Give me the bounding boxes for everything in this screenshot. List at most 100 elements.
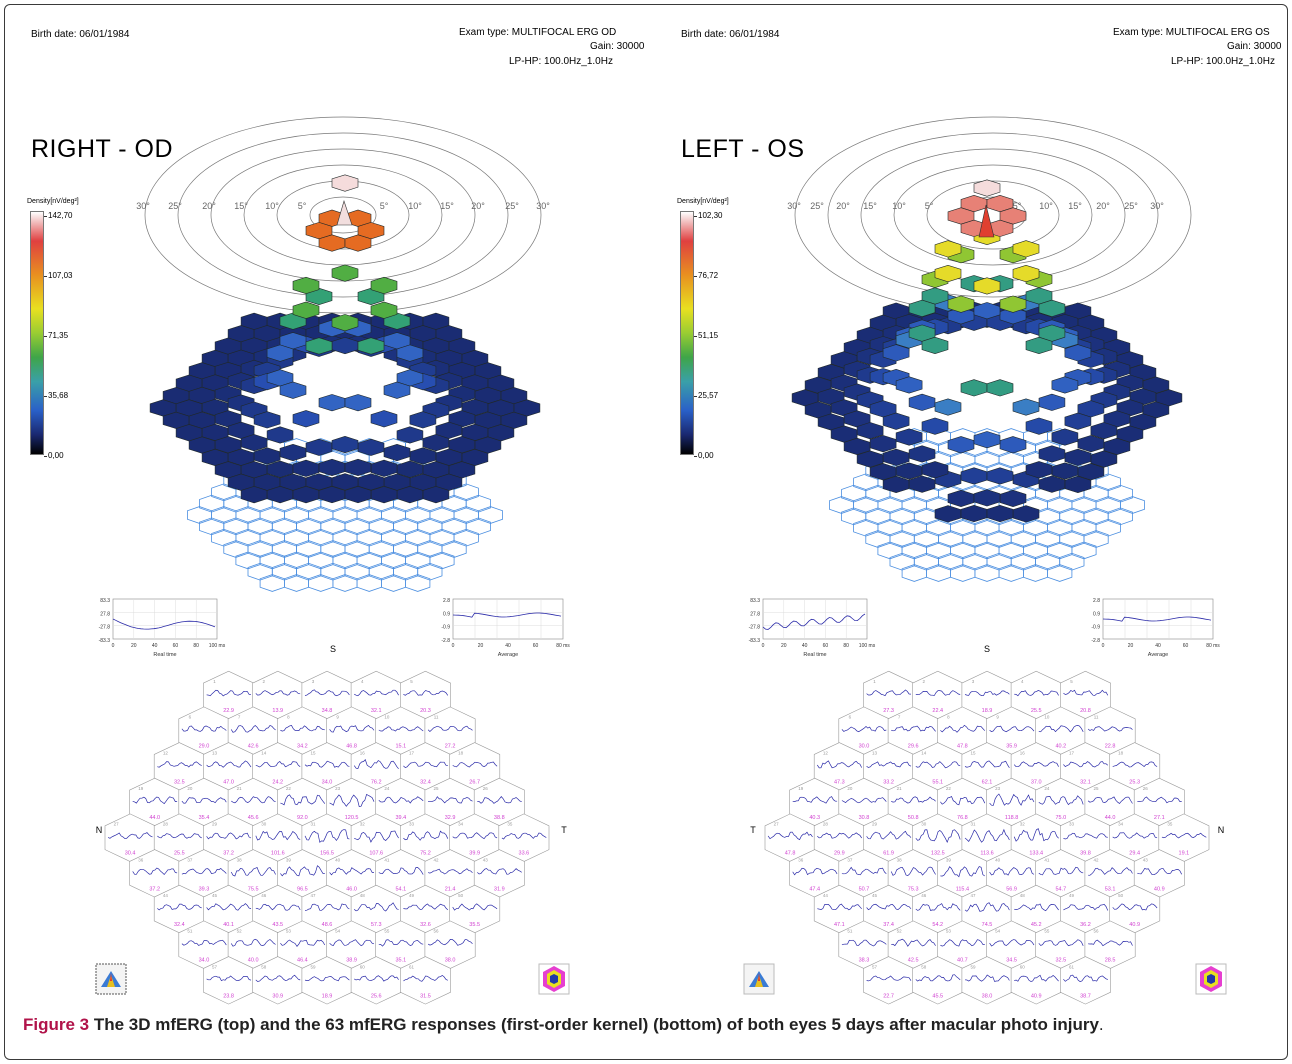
surface-hex <box>973 489 1001 507</box>
response-trace <box>1038 939 1084 947</box>
response-cell: 18 25.3 <box>1109 742 1161 791</box>
ring-label: 25° <box>505 201 519 211</box>
tick-label: 0 <box>452 643 455 649</box>
response-trace <box>206 975 252 982</box>
response-trace <box>1038 725 1084 733</box>
exam-type: Exam type: MULTIFOCAL ERG OD <box>459 27 617 38</box>
surface-hex <box>279 443 307 462</box>
base-hex <box>199 517 225 536</box>
mferg-3d-and-trace-array: 30° 25° 20° 15° 10° 5° 5° 10° 15° 20° 25° 30°83.327… <box>96 116 570 1005</box>
cell-amplitude: 20.8 <box>1080 708 1091 714</box>
base-hex <box>393 562 419 581</box>
response-trace <box>964 828 1010 843</box>
cell-amplitude: 37.4 <box>883 922 894 928</box>
response-trace <box>940 939 985 947</box>
base-hex <box>368 517 394 536</box>
cell-index: 12 <box>823 750 829 755</box>
response-trace <box>964 902 1010 912</box>
cell-amplitude: 39.8 <box>1080 851 1091 857</box>
response-trace <box>1088 939 1133 947</box>
base-hex <box>877 496 903 514</box>
surface-hex <box>1012 398 1040 416</box>
tick-label: 40 <box>1155 643 1161 649</box>
response-trace <box>304 760 350 768</box>
base-hex <box>453 506 479 524</box>
plot-frame <box>1102 598 1214 640</box>
response-trace <box>964 974 1010 982</box>
base-hex <box>223 540 249 558</box>
response-trace <box>378 867 424 875</box>
response-trace <box>915 829 961 843</box>
surface-hex <box>1025 461 1053 479</box>
waveform-line <box>1102 616 1212 622</box>
base-hex <box>974 450 1000 469</box>
cell-index: 13 <box>872 750 878 755</box>
base-hex <box>889 552 915 571</box>
cell-index: 51 <box>187 929 193 934</box>
ring-label: 25° <box>1124 201 1138 211</box>
response-trace <box>452 832 498 840</box>
base-hex <box>938 530 964 548</box>
base-hex <box>950 518 976 537</box>
cell-index: 26 <box>483 786 489 791</box>
base-hex <box>320 562 346 581</box>
base-hex <box>998 518 1024 537</box>
response-trace <box>353 902 399 912</box>
cell-amplitude: 40.2 <box>1055 744 1066 750</box>
cell-index: 47 <box>970 893 976 898</box>
cell-amplitude: 113.6 <box>980 851 993 857</box>
cell-amplitude: 156.5 <box>320 851 334 857</box>
eccentricity-ring <box>243 164 443 266</box>
ring-label: 5° <box>380 201 389 211</box>
cell-amplitude: 40.9 <box>1154 886 1165 892</box>
surface-hex <box>1038 445 1066 463</box>
surface-hex <box>999 489 1027 508</box>
response-trace <box>255 974 301 982</box>
cell-amplitude: 32.5 <box>174 779 185 785</box>
cell-amplitude: 31.5 <box>420 993 431 999</box>
cell-index: 50 <box>1118 893 1124 898</box>
base-hex <box>441 540 467 558</box>
response-trace <box>304 829 350 843</box>
density-color-scale <box>30 211 44 455</box>
cell-index: 19 <box>138 786 144 791</box>
base-hex <box>296 562 322 581</box>
cell-amplitude: 56.9 <box>1006 886 1017 892</box>
response-trace <box>280 794 326 806</box>
hexagon-array-icon[interactable] <box>1195 963 1227 995</box>
ring-label: 5° <box>925 201 934 211</box>
3d-plot-icon[interactable] <box>743 963 775 995</box>
cell-index: 52 <box>897 929 903 934</box>
hexagon-array-icon[interactable] <box>538 963 570 995</box>
response-trace <box>329 793 375 808</box>
surface-hex <box>1064 412 1092 430</box>
response-trace <box>1014 690 1059 697</box>
cell-amplitude: 40.9 <box>1031 993 1042 999</box>
tick-label: 80 ms <box>556 643 570 649</box>
cell-index: 14 <box>921 750 927 755</box>
response-trace <box>354 689 399 697</box>
base-hex <box>1059 507 1085 526</box>
response-cell: 39 115.4 <box>936 849 988 898</box>
base-hex <box>259 551 285 570</box>
base-hex <box>186 506 213 524</box>
scale-tick: 102,30 <box>693 211 723 220</box>
figure-caption: Figure 3 The 3D mfERG (top) and the 63 m… <box>23 1013 1283 1036</box>
response-cell: 17 32.1 <box>1059 742 1111 791</box>
surface-hex <box>1012 240 1040 258</box>
surface-hex <box>383 443 411 462</box>
response-trace <box>866 975 912 982</box>
response-trace <box>915 761 961 769</box>
surface-hex <box>973 431 1001 449</box>
base-hex <box>320 540 346 558</box>
surface-hex <box>1064 344 1092 362</box>
ring-label: 30° <box>536 201 550 211</box>
base-hex <box>296 517 322 536</box>
3d-plot-icon[interactable] <box>95 963 127 995</box>
small-waveform-plot: 2.8 0.9 -0.9 -2.80 20 40 60 80 ms Average <box>1091 598 1220 658</box>
base-hex <box>853 518 879 537</box>
cell-index: 16 <box>360 750 366 755</box>
surface-hex <box>331 473 359 491</box>
ring-label: 10° <box>265 201 279 211</box>
cell-index: 30 <box>921 822 927 827</box>
